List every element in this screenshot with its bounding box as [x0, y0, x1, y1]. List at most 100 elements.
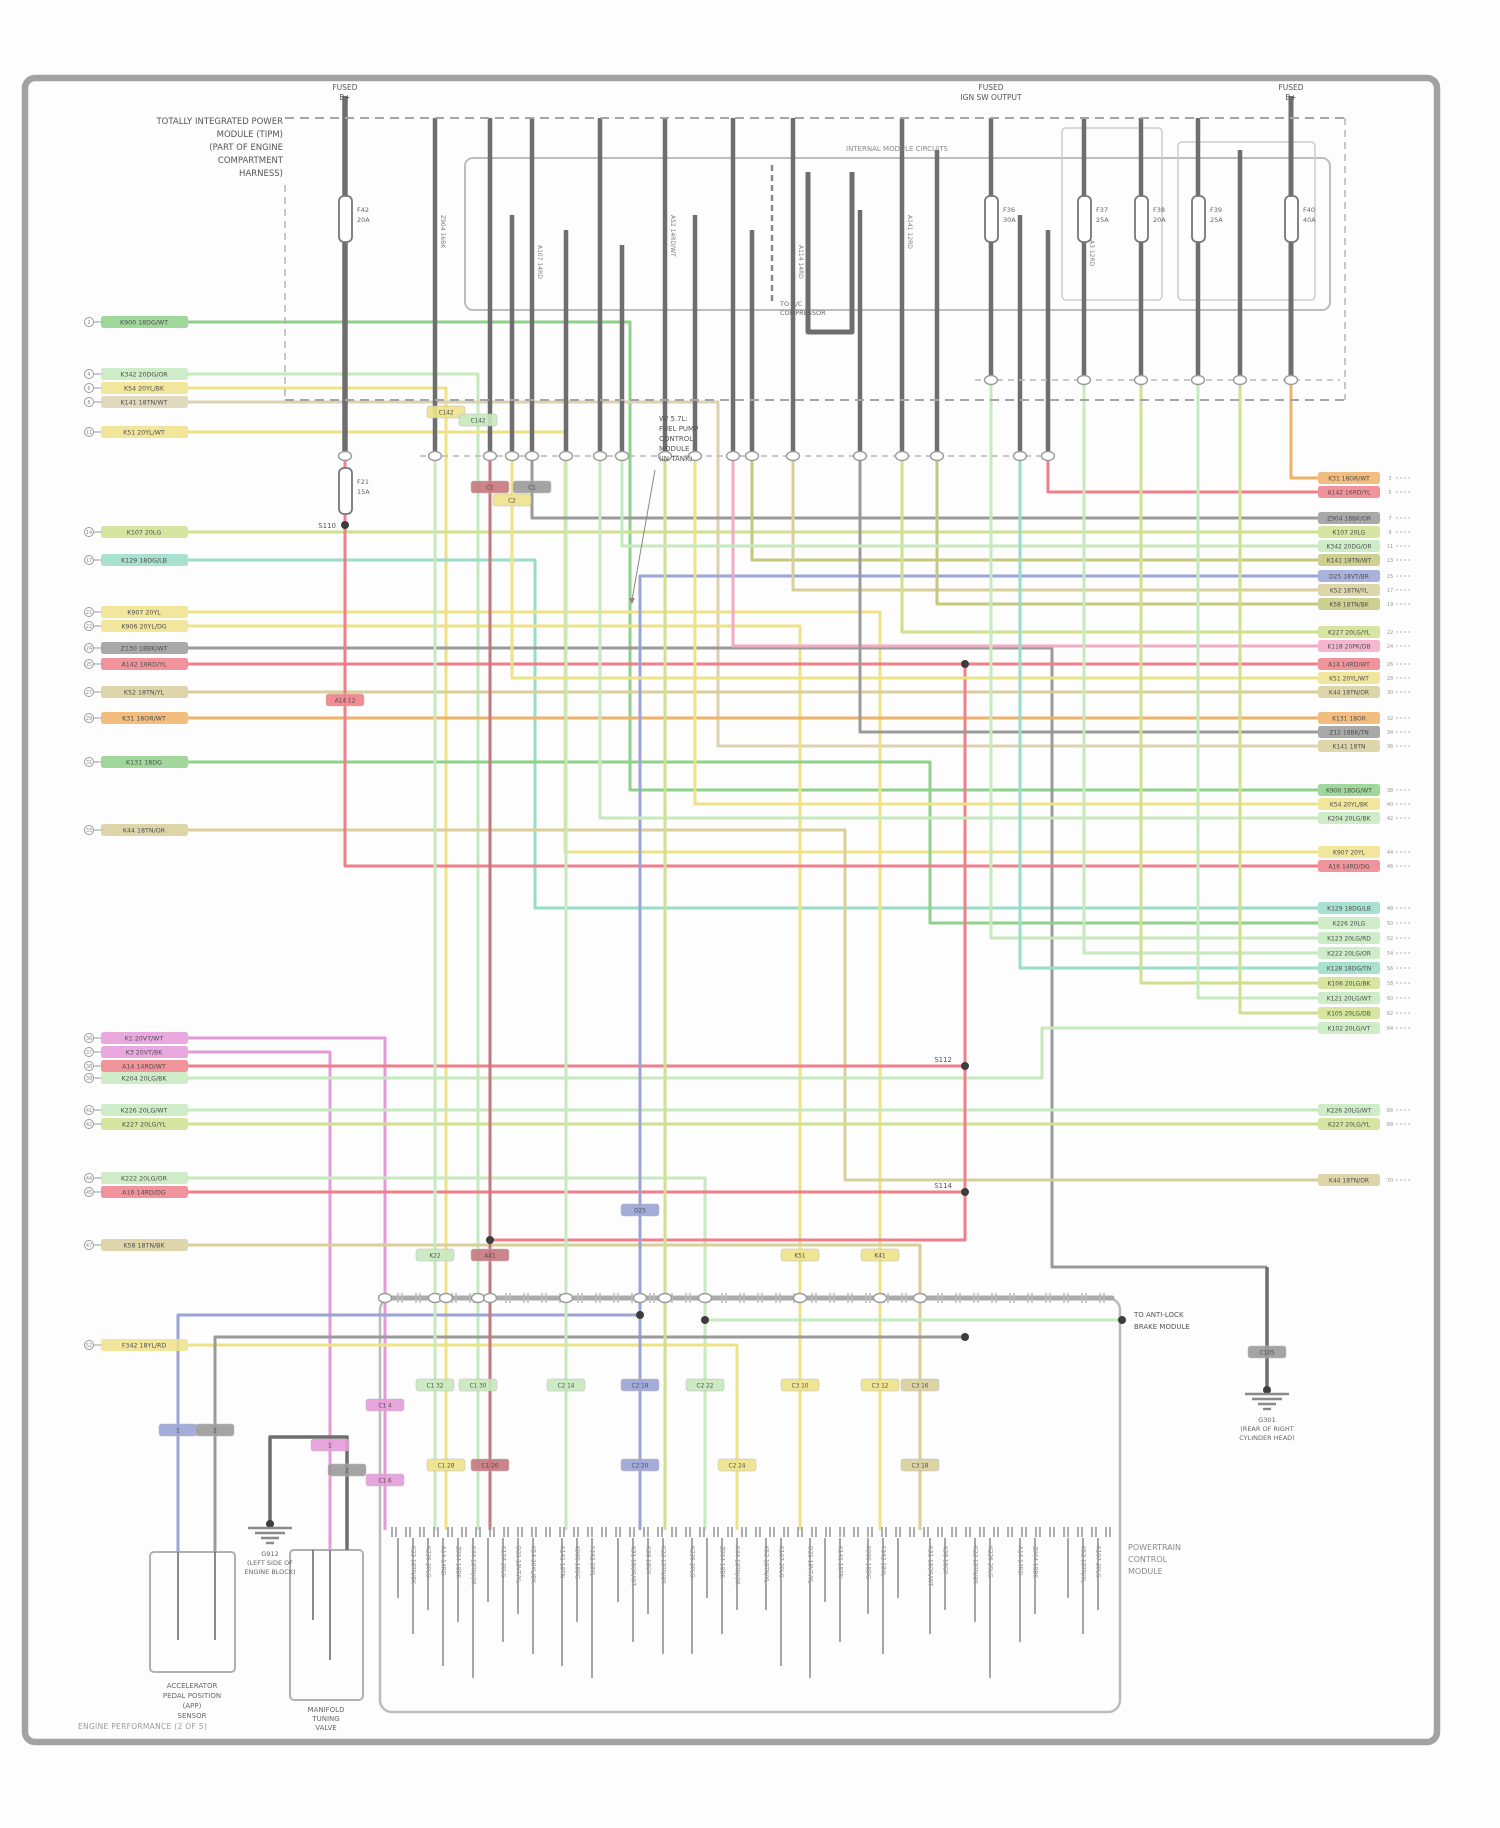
wire-code-label: K54 20YL/BK — [1330, 802, 1369, 809]
wire-code-label: K106 20LG/BK — [1328, 981, 1372, 988]
wire-code-label: K342 20DG/OR — [1326, 544, 1371, 551]
inline-connector-label — [780, 1378, 820, 1392]
right-connector-label — [1318, 1118, 1380, 1130]
wire — [188, 828, 1318, 1182]
left-connector-label — [101, 1104, 188, 1116]
terminal-circle — [84, 1073, 94, 1083]
terminal-number: 11 — [1387, 544, 1393, 550]
pin-code-label: K38 18GY — [645, 1546, 651, 1575]
fuse-symbol — [1191, 195, 1206, 243]
right-connector-label — [1318, 626, 1380, 638]
wire — [188, 386, 448, 1530]
wire-code-label: K900 18DG/WT — [1326, 788, 1372, 795]
inline-connector-label — [327, 1463, 367, 1477]
terminal-circle — [84, 383, 94, 393]
terminal-number: 4 — [87, 372, 90, 378]
wire-code-label: C3 16 — [912, 1384, 929, 1390]
wire-code-label: K58 18TN/BK — [123, 1243, 165, 1250]
wire-code-label: K52 18TN/YL — [124, 690, 165, 697]
fuse-symbol — [338, 467, 353, 515]
diagram-text: TUNING — [311, 1715, 339, 1723]
left-connector-label — [101, 1072, 188, 1084]
wire — [188, 646, 1267, 1269]
diagram-text: MODULE (TIPM) — [217, 130, 283, 140]
connector-oval — [983, 374, 999, 386]
junction-dot — [961, 1333, 969, 1341]
wire — [490, 664, 967, 1242]
pin-code-label: K54 20YL/BK — [530, 1546, 536, 1583]
right-connector-label — [1318, 726, 1380, 738]
right-connector-label — [1318, 860, 1380, 872]
terminal-number: 13 — [1387, 558, 1393, 564]
wire-code-label: K102 20LG/VT — [1328, 1026, 1371, 1033]
connector-oval — [894, 450, 910, 462]
right-connector-label — [1318, 1022, 1380, 1034]
inline-connector-label — [620, 1203, 660, 1217]
terminal-number: 42 — [86, 1122, 92, 1128]
terminal-number: 22 — [1387, 630, 1393, 636]
wire-code-label: C1 28 — [438, 1464, 455, 1470]
junction-dot — [961, 1062, 969, 1070]
terminal-number: 7 — [1388, 516, 1391, 522]
junction-dot — [486, 1236, 494, 1244]
wire-code-label: K900 18DG/WT — [120, 320, 168, 327]
wire — [731, 456, 1318, 648]
terminal-number: 36 — [1387, 744, 1393, 750]
wire — [620, 456, 1318, 548]
terminal-number: 38 — [1387, 788, 1393, 794]
diagram-text: A114 14RD — [797, 245, 804, 279]
wire-code-label: K204 20LG/BK — [1328, 816, 1372, 823]
wire-code-label: C142 — [438, 411, 453, 417]
terminal-number: 48 — [1387, 906, 1393, 912]
diagram-text: S110 — [318, 522, 336, 530]
wire-code-label: C105 — [1259, 1351, 1274, 1357]
right-connector-label — [1318, 947, 1380, 959]
wire-code-label: C2 22 — [697, 1384, 714, 1390]
terminal-circle — [84, 687, 94, 697]
terminal-circle — [84, 527, 94, 537]
wire — [750, 456, 1318, 562]
diagram-text: COMPARTMENT — [218, 156, 284, 166]
terminal-circle — [84, 369, 94, 379]
connector-oval — [744, 450, 760, 462]
diagram-text: FUSED — [978, 83, 1003, 92]
wire-code-label: K107 20LG — [127, 530, 162, 537]
terminal-number: 11 — [86, 430, 92, 436]
terminal-circle — [84, 397, 94, 407]
inline-connector-label — [415, 1248, 455, 1262]
inline-connector-label — [1247, 1345, 1287, 1359]
diagram-text: VALVE — [315, 1724, 336, 1732]
inline-connector-label — [685, 1378, 725, 1392]
terminal-circle — [84, 555, 94, 565]
pin-code-label: F342 18YL — [589, 1546, 595, 1577]
left-connector-label — [101, 606, 188, 618]
inline-connector-label — [546, 1378, 586, 1392]
wire — [188, 760, 1318, 925]
pin-code-label: K107 20LG — [500, 1546, 506, 1578]
fuse-label: F36 — [1003, 206, 1015, 214]
left-connector-label — [101, 526, 188, 538]
wire-code-label: Z130 18BK/WT — [121, 646, 168, 653]
wire-code-label: K31 18OR/WT — [1328, 476, 1370, 483]
left-connector-label — [101, 1239, 188, 1251]
terminal-number: 56 — [1387, 966, 1393, 972]
terminal-number: 14 — [86, 530, 92, 536]
wire — [188, 1243, 922, 1530]
pin-code-label: Z904 18BK — [455, 1546, 461, 1578]
terminal-number: 28 — [1387, 676, 1393, 682]
left-connector-label — [101, 686, 188, 698]
wire — [188, 320, 1318, 792]
terminal-number: 50 — [1387, 921, 1393, 927]
right-connector-label — [1318, 672, 1380, 684]
wire-code-label: K54 20YL/BK — [124, 386, 165, 393]
app-sensor-box — [149, 1551, 236, 1673]
left-connector-label — [101, 396, 188, 408]
wire — [188, 372, 480, 1530]
terminal-number: 44 — [86, 1176, 92, 1182]
pin-code-label: K44 18TN/OR — [470, 1546, 476, 1585]
diagram-text: POWERTRAIN — [1128, 1543, 1181, 1552]
right-connector-label — [1318, 784, 1380, 796]
inline-connector-label — [470, 1248, 510, 1262]
inline-connector-label — [365, 1398, 405, 1412]
wire-code-label: F342 18YL/RD — [122, 1343, 167, 1350]
